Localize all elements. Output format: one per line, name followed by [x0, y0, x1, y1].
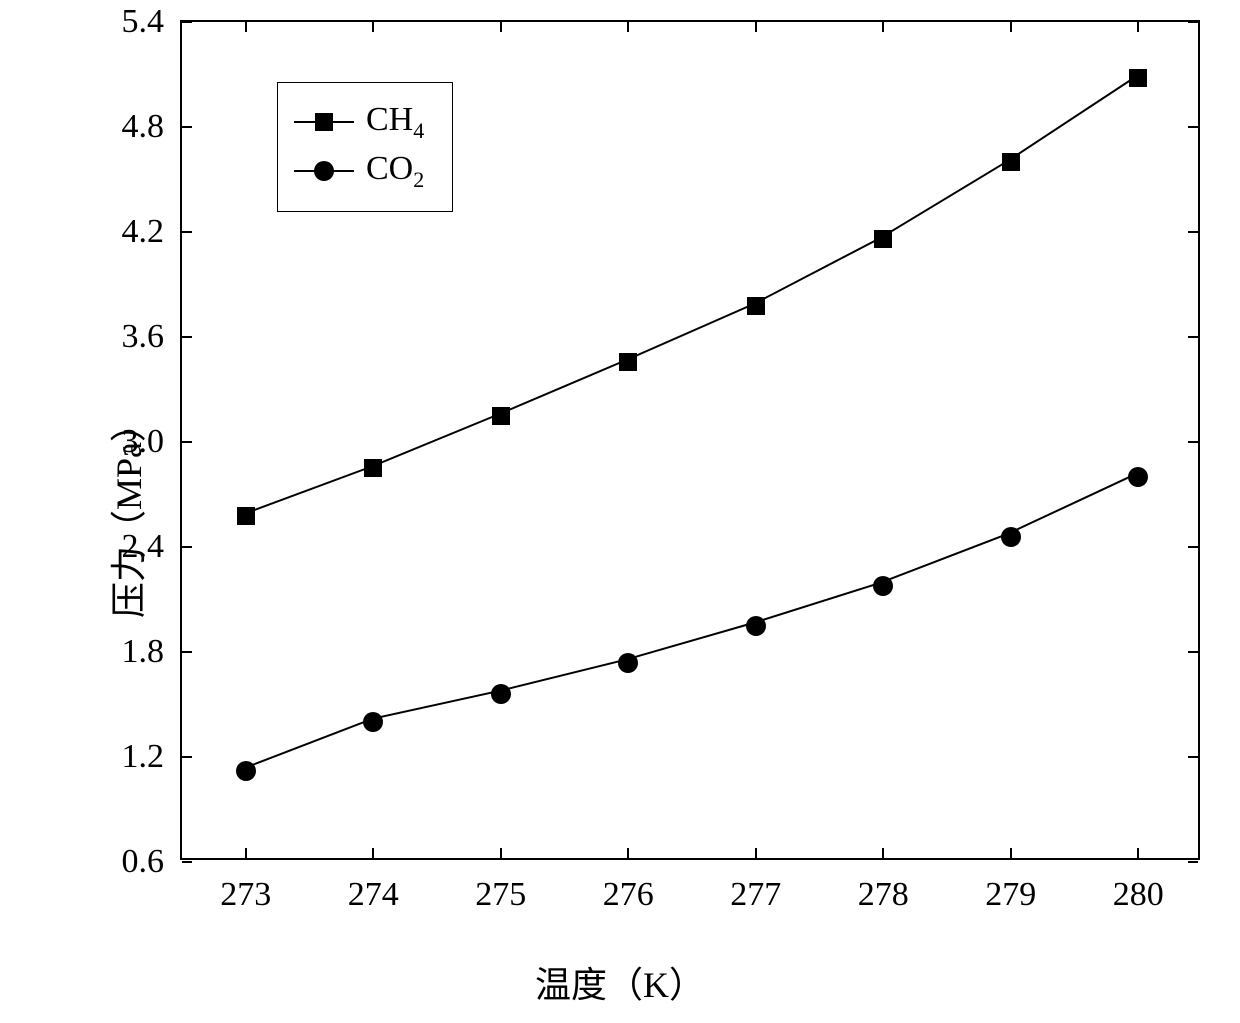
- square-marker: [747, 297, 765, 315]
- x-tick: [627, 848, 629, 858]
- x-axis-label: 温度（K）: [535, 956, 705, 1008]
- square-marker: [364, 459, 382, 477]
- circle-marker: [746, 616, 766, 636]
- y-tick: [1188, 336, 1198, 338]
- square-marker: [1002, 153, 1020, 171]
- y-tick: [182, 441, 192, 443]
- legend-line-co2: [294, 170, 354, 172]
- x-tick: [245, 848, 247, 858]
- y-tick-label: 3.6: [122, 318, 165, 356]
- x-tick: [1010, 22, 1012, 32]
- x-tick-label: 274: [348, 876, 399, 914]
- square-icon: [315, 113, 333, 131]
- y-tick: [1188, 231, 1198, 233]
- x-tick: [882, 848, 884, 858]
- y-tick: [1188, 651, 1198, 653]
- y-tick-label: 3.0: [122, 423, 165, 461]
- y-tick: [1188, 21, 1198, 23]
- square-marker: [619, 353, 637, 371]
- x-tick-label: 273: [220, 876, 271, 914]
- x-tick: [372, 848, 374, 858]
- y-tick-label: 5.4: [122, 3, 165, 41]
- legend-line-ch4: [294, 121, 354, 123]
- x-tick: [755, 22, 757, 32]
- y-tick-label: 4.2: [122, 213, 165, 251]
- y-tick: [182, 651, 192, 653]
- x-tick: [627, 22, 629, 32]
- x-tick: [1137, 22, 1139, 32]
- x-tick: [372, 22, 374, 32]
- circle-marker: [873, 576, 893, 596]
- x-tick: [500, 22, 502, 32]
- legend: CH4 CO2: [277, 82, 453, 212]
- circle-marker: [363, 712, 383, 732]
- x-tick-label: 280: [1113, 876, 1164, 914]
- y-tick: [182, 546, 192, 548]
- circle-marker: [491, 684, 511, 704]
- y-tick: [1188, 126, 1198, 128]
- legend-label-co2: CO2: [366, 150, 424, 193]
- y-tick: [182, 21, 192, 23]
- y-tick-label: 1.2: [122, 738, 165, 776]
- y-tick: [182, 336, 192, 338]
- legend-item-ch4: CH4: [294, 101, 424, 144]
- circle-marker: [618, 653, 638, 673]
- legend-label-ch4: CH4: [366, 101, 424, 144]
- x-tick-label: 275: [475, 876, 526, 914]
- x-tick-label: 276: [603, 876, 654, 914]
- square-marker: [237, 507, 255, 525]
- plot-area: CH4 CO2 0.61.21.82.43.03.64.24.85.427327…: [180, 20, 1200, 860]
- y-tick-label: 2.4: [122, 528, 165, 566]
- square-marker: [874, 230, 892, 248]
- x-tick: [500, 848, 502, 858]
- x-tick-label: 279: [985, 876, 1036, 914]
- y-tick: [182, 126, 192, 128]
- y-tick: [1188, 441, 1198, 443]
- chart-container: 压力（MPa） 温度（K） CH4 CO2 0.61.21.82.43.03.6…: [0, 0, 1240, 1023]
- x-tick: [1137, 848, 1139, 858]
- y-tick: [182, 231, 192, 233]
- y-tick: [1188, 861, 1198, 863]
- square-marker: [492, 407, 510, 425]
- y-tick: [182, 756, 192, 758]
- x-tick: [1010, 848, 1012, 858]
- x-tick: [882, 22, 884, 32]
- y-tick-label: 4.8: [122, 108, 165, 146]
- y-tick-label: 0.6: [122, 843, 165, 881]
- circle-icon: [314, 161, 334, 181]
- circle-marker: [1001, 527, 1021, 547]
- x-tick: [755, 848, 757, 858]
- x-tick: [245, 22, 247, 32]
- circle-marker: [236, 761, 256, 781]
- x-tick-label: 278: [858, 876, 909, 914]
- y-tick: [182, 861, 192, 863]
- y-tick: [1188, 546, 1198, 548]
- legend-item-co2: CO2: [294, 150, 424, 193]
- y-tick: [1188, 756, 1198, 758]
- y-tick-label: 1.8: [122, 633, 165, 671]
- x-tick-label: 277: [730, 876, 781, 914]
- circle-marker: [1128, 467, 1148, 487]
- square-marker: [1129, 69, 1147, 87]
